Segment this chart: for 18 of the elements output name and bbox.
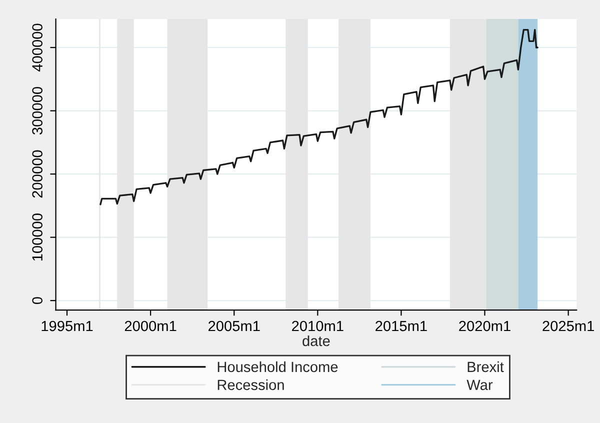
line-series — [100, 28, 538, 206]
legend-label: War — [466, 380, 493, 390]
y-tick-label: 200000 — [32, 150, 42, 198]
x-tick-label: 2010m1 — [292, 320, 344, 332]
y-tick-label: 300000 — [32, 87, 42, 135]
legend-label: Household Income — [218, 361, 338, 372]
y-tick-label: 400000 — [32, 24, 42, 72]
x-tick-label: 2005m1 — [208, 320, 260, 332]
x-tick-label: 2000m1 — [124, 320, 176, 332]
x-tick-label: 1995m1 — [42, 320, 93, 332]
legend-label: Recession — [218, 379, 284, 390]
x-axis-title: date — [302, 335, 330, 346]
y-tick-label: 100000 — [32, 214, 42, 261]
legend-label: Brexit — [468, 361, 504, 372]
x-tick-label: 2020m1 — [459, 320, 510, 332]
x-tick-label: 2015m1 — [376, 320, 427, 332]
x-tick-label: 2025m1 — [542, 320, 594, 332]
y-tick-label: 0 — [32, 297, 42, 304]
